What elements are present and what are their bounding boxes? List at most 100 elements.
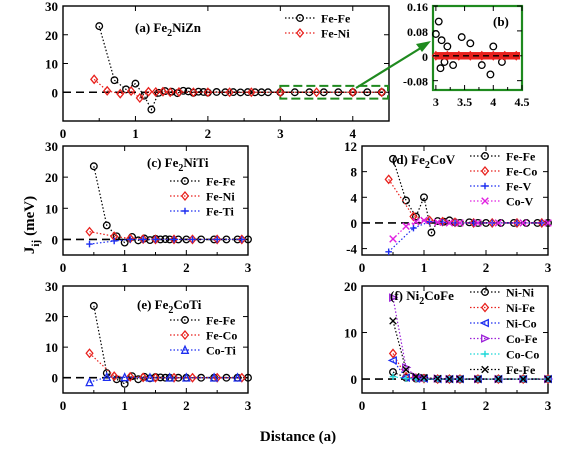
series-fe-ti bbox=[86, 236, 246, 248]
data-point bbox=[433, 218, 442, 227]
data-point bbox=[445, 219, 454, 227]
legend-entry: Fe-V bbox=[506, 180, 532, 194]
data-point bbox=[512, 217, 522, 228]
data-point bbox=[377, 87, 386, 98]
y-tick-label: 20 bbox=[45, 28, 58, 43]
data-point bbox=[385, 248, 392, 256]
data-point bbox=[276, 87, 285, 98]
legend-marker bbox=[481, 350, 489, 358]
panel-label-prefix: (e) Fe bbox=[137, 297, 169, 312]
data-point bbox=[420, 373, 428, 382]
data-point bbox=[544, 375, 552, 383]
data-point bbox=[477, 61, 486, 70]
y-tick-label: 0 bbox=[52, 371, 59, 386]
legend-marker bbox=[481, 288, 489, 296]
panel-label-rest: CoTi bbox=[173, 297, 201, 312]
data-point bbox=[169, 234, 179, 245]
y-tick-label: 30 bbox=[45, 279, 58, 294]
data-point bbox=[203, 87, 213, 98]
y-tick-label: 0 bbox=[422, 50, 428, 64]
legend-entry: Fe-Fe bbox=[506, 150, 536, 164]
y-label-unit: (meV) bbox=[22, 196, 38, 236]
series-line bbox=[392, 297, 548, 380]
legend-entry: Ni-Ni bbox=[506, 286, 535, 300]
legend-entry: Fe-Ni bbox=[206, 190, 235, 204]
zoom-arrow-line bbox=[355, 45, 425, 89]
series-line bbox=[89, 352, 242, 379]
x-tick-label: 2 bbox=[483, 260, 490, 275]
data-point bbox=[158, 86, 168, 97]
data-point bbox=[474, 375, 482, 383]
panel-label-prefix: (c) Fe bbox=[147, 155, 179, 170]
data-point bbox=[389, 154, 397, 163]
panel-label-prefix: (a) Fe bbox=[135, 20, 167, 35]
x-axis-label: Distance (a) bbox=[260, 429, 336, 445]
series-line bbox=[89, 238, 242, 245]
data-point bbox=[410, 224, 417, 232]
y-tick-label: 0 bbox=[351, 372, 358, 387]
legend-marker bbox=[479, 318, 489, 328]
y-tick-label: 0.08 bbox=[407, 25, 428, 39]
panel-label: (e) Fe2CoTi bbox=[137, 297, 202, 316]
data-point bbox=[436, 64, 445, 73]
data-point bbox=[189, 236, 196, 243]
data-point bbox=[89, 301, 98, 310]
data-point bbox=[213, 234, 222, 245]
data-point bbox=[420, 216, 428, 225]
data-point bbox=[126, 236, 134, 243]
legend-entry: Ni-Fe bbox=[506, 301, 535, 315]
x-tick-label: 3 bbox=[545, 260, 552, 275]
legend-marker bbox=[480, 165, 490, 177]
y-label-sub: ij bbox=[30, 240, 42, 247]
y-tick-label: 0.16 bbox=[407, 0, 428, 14]
data-point bbox=[412, 217, 420, 226]
x-tick-label: 1 bbox=[421, 260, 428, 275]
data-point bbox=[151, 372, 160, 383]
y-tick-label: 10 bbox=[45, 57, 58, 72]
series-fe-co bbox=[85, 348, 246, 383]
data-point bbox=[389, 235, 397, 243]
data-point bbox=[126, 371, 135, 382]
data-point bbox=[102, 221, 111, 230]
zoom-region-box bbox=[279, 84, 390, 100]
panel-label-prefix: (d) Fe bbox=[392, 152, 425, 167]
series-line bbox=[89, 376, 238, 383]
panel-label: (a) Fe2NiZn bbox=[135, 20, 202, 39]
data-point bbox=[188, 372, 197, 383]
data-point bbox=[443, 42, 452, 51]
series-line bbox=[392, 219, 548, 240]
data-point bbox=[120, 372, 129, 382]
x-tick-label: 1 bbox=[121, 260, 128, 275]
data-point bbox=[225, 87, 234, 98]
data-point bbox=[110, 371, 119, 382]
legend-marker bbox=[296, 14, 304, 22]
data-point bbox=[494, 219, 503, 227]
legend-marker bbox=[180, 190, 190, 202]
legend-entry: Ni-Co bbox=[506, 317, 537, 331]
data-point bbox=[449, 61, 458, 70]
x-tick-label: 0 bbox=[359, 260, 366, 275]
series-line bbox=[93, 305, 248, 385]
legend-marker bbox=[181, 316, 189, 324]
data-point bbox=[174, 86, 184, 97]
x-tick-label: 2 bbox=[183, 398, 190, 413]
zoom-arrow-head bbox=[416, 41, 431, 52]
data-point bbox=[445, 375, 454, 383]
data-point bbox=[86, 240, 93, 248]
x-tick-label: 0 bbox=[359, 398, 366, 413]
data-point bbox=[236, 88, 245, 97]
data-point bbox=[144, 86, 153, 97]
data-point bbox=[85, 348, 94, 359]
x-tick-label: 1 bbox=[421, 398, 428, 413]
x-tick-label: 2 bbox=[183, 260, 190, 275]
series-fe-fe bbox=[389, 317, 552, 383]
data-point bbox=[212, 88, 221, 96]
data-point bbox=[544, 219, 552, 227]
data-point bbox=[519, 375, 527, 383]
data-point bbox=[85, 376, 94, 387]
legend-marker bbox=[481, 334, 491, 343]
